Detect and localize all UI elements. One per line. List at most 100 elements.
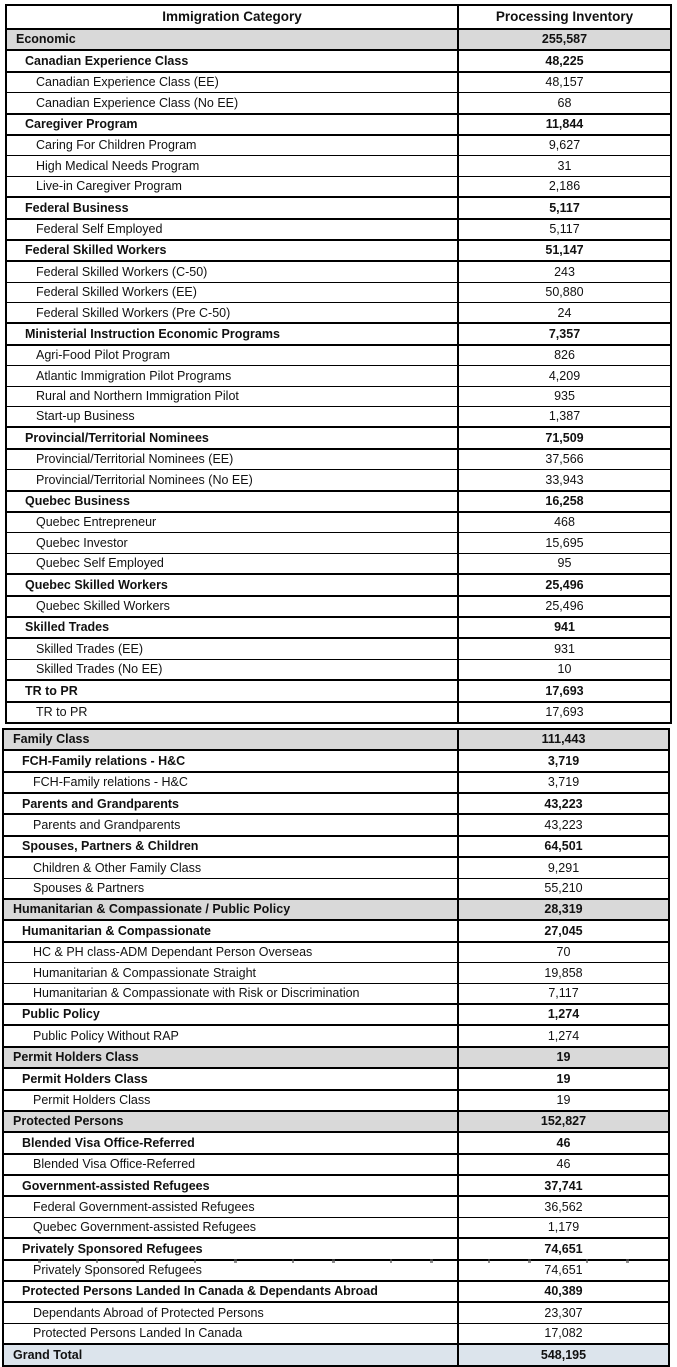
inventory-cell: 37,566	[457, 448, 671, 470]
category-cell: Quebec Entrepreneur	[36, 515, 157, 530]
table-row: Protected Persons Landed In Canada & Dep…	[3, 1281, 669, 1303]
category-cell: Provincial/Territorial Nominees (No EE)	[36, 472, 253, 487]
category-cell: Skilled Trades (EE)	[36, 641, 143, 656]
table-row: Spouses & Partners 55,210	[3, 878, 669, 900]
table-row: Blended Visa Office-Referred 46	[3, 1153, 669, 1176]
table-row: Live-in Caregiver Program 2,186	[6, 176, 671, 198]
category-cell: Federal Skilled Workers	[25, 243, 167, 258]
table-row: Quebec Government-assisted Refugees 1,179	[3, 1217, 669, 1239]
table-row: Dependants Abroad of Protected Persons 23…	[3, 1302, 669, 1324]
table-row: Quebec Skilled Workers 25,496	[6, 595, 671, 617]
category-cell: Canadian Experience Class	[25, 53, 189, 68]
table-row: Skilled Trades 941	[6, 616, 671, 639]
category-cell: Government-assisted Refugees	[22, 1178, 210, 1193]
category-cell: Humanitarian & Compassionate / Public Po…	[3, 899, 458, 921]
category-cell: FCH-Family relations - H&C	[33, 775, 188, 790]
inventory-cell: 36,562	[457, 1196, 669, 1218]
inventory-cell: 931	[457, 638, 671, 660]
inventory-cell: 33,943	[457, 469, 671, 491]
category-cell: Public Policy Without RAP	[33, 1028, 179, 1043]
category-cell: Spouses, Partners & Children	[22, 839, 199, 854]
inventory-cell: 17,693	[457, 680, 671, 702]
category-cell: Parents and Grandparents	[22, 796, 179, 811]
inventory-cell: 243	[457, 261, 671, 283]
category-cell: Quebec Skilled Workers	[36, 598, 170, 613]
inventory-cell: 17,082	[457, 1323, 669, 1345]
category-cell: Permit Holders Class	[3, 1046, 458, 1069]
inventory-cell: 152,827	[457, 1110, 669, 1133]
inventory-cell: 1,387	[457, 406, 671, 428]
inventory-cell: 31	[457, 155, 671, 177]
table-row: Skilled Trades (EE) 931	[6, 638, 671, 660]
table-row: Federal Skilled Workers (C-50) 243	[6, 261, 671, 283]
table-row: FCH-Family relations - H&C 3,719	[3, 771, 669, 794]
category-cell: Humanitarian & Compassionate	[22, 923, 211, 938]
category-cell: Atlantic Immigration Pilot Programs	[36, 368, 232, 383]
table-row: Quebec Skilled Workers 25,496	[6, 574, 671, 596]
inventory-cell: 111,443	[457, 728, 669, 751]
processing-inventory-table-upper: Immigration Category Processing Inventor…	[5, 4, 672, 724]
inventory-cell: 46	[457, 1153, 669, 1176]
category-cell: Ministerial Instruction Economic Program…	[25, 326, 280, 341]
inventory-cell: 27,045	[457, 920, 669, 942]
table-row: Provincial/Territorial Nominees 71,509	[6, 427, 671, 449]
inventory-cell: 468	[457, 511, 671, 533]
table-row: Skilled Trades (No EE) 10	[6, 659, 671, 681]
category-cell: Provincial/Territorial Nominees	[25, 430, 209, 445]
category-cell: FCH-Family relations - H&C	[22, 753, 186, 768]
table-row: Protected Persons 152,827	[3, 1110, 669, 1133]
table-row: Parents and Grandparents 43,223	[3, 793, 669, 815]
category-cell: TR to PR	[36, 704, 88, 719]
table-row: Humanitarian & Compassionate with Risk o…	[3, 983, 669, 1004]
inventory-cell: 74,651	[457, 1238, 669, 1260]
inventory-cell: 28,319	[457, 899, 669, 921]
category-cell: Children & Other Family Class	[33, 860, 202, 875]
table-row: Quebec Entrepreneur 468	[6, 511, 671, 533]
inventory-cell: 5,117	[457, 218, 671, 240]
inventory-cell: 10	[457, 659, 671, 681]
category-cell: Provincial/Territorial Nominees (EE)	[36, 452, 234, 467]
table-row: Start-up Business 1,387	[6, 406, 671, 428]
inventory-cell: 19	[457, 1068, 669, 1090]
inventory-cell: 3,719	[457, 750, 669, 772]
table-row: Federal Skilled Workers 51,147	[6, 239, 671, 262]
table-row: Blended Visa Office-Referred 46	[3, 1132, 669, 1154]
inventory-cell: 70	[457, 941, 669, 963]
inventory-cell: 48,157	[457, 71, 671, 93]
inventory-cell: 46	[457, 1132, 669, 1154]
inventory-cell: 17,693	[457, 701, 671, 723]
inventory-cell: 255,587	[457, 29, 671, 51]
inventory-cell: 3,719	[457, 771, 669, 794]
category-cell: Federal Skilled Workers (Pre C-50)	[36, 305, 231, 320]
table-header-row: Immigration Category Processing Inventor…	[6, 5, 671, 30]
cropped-text-artifacts	[0, 1259, 677, 1263]
table-row: TR to PR 17,693	[6, 701, 671, 723]
table-row: Quebec Investor 15,695	[6, 532, 671, 554]
inventory-cell: 2,186	[457, 176, 671, 198]
column-header-processing-inventory: Processing Inventory	[457, 5, 671, 30]
table-row: Spouses, Partners & Children 64,501	[3, 835, 669, 858]
table-row: Privately Sponsored Refugees 74,651	[3, 1238, 669, 1260]
inventory-cell: 1,274	[457, 1025, 669, 1047]
table-row: Federal Business 5,117	[6, 197, 671, 219]
inventory-cell: 548,195	[457, 1344, 669, 1366]
table-row: FCH-Family relations - H&C 3,719	[3, 750, 669, 772]
category-cell: Privately Sponsored Refugees	[22, 1241, 203, 1256]
table-row: Provincial/Territorial Nominees (No EE) 3…	[6, 469, 671, 491]
inventory-cell: 5,117	[457, 197, 671, 219]
inventory-cell: 15,695	[457, 532, 671, 554]
table-row: Caring For Children Program 9,627	[6, 134, 671, 156]
inventory-cell: 1,179	[457, 1217, 669, 1239]
category-cell: Permit Holders Class	[22, 1071, 148, 1086]
category-cell: Dependants Abroad of Protected Persons	[33, 1305, 264, 1320]
inventory-cell: 25,496	[457, 574, 671, 596]
category-cell: Humanitarian & Compassionate with Risk o…	[33, 986, 360, 1001]
table-row: Permit Holders Class 19	[3, 1046, 669, 1069]
table-row: High Medical Needs Program 31	[6, 155, 671, 177]
category-cell: Agri-Food Pilot Program	[36, 348, 171, 363]
inventory-cell: 55,210	[457, 878, 669, 900]
inventory-cell: 19	[457, 1089, 669, 1111]
table-row: HC & PH class-ADM Dependant Person Overs…	[3, 941, 669, 963]
inventory-cell: 40,389	[457, 1281, 669, 1303]
inventory-cell: 24	[457, 302, 671, 324]
